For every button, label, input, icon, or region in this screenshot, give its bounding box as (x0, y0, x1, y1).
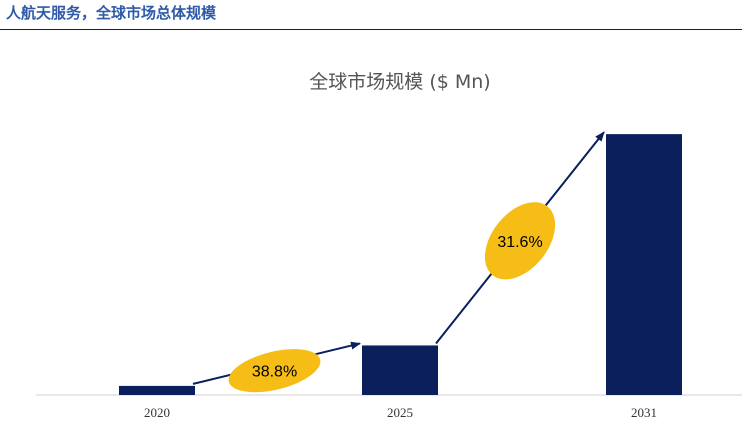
x-tick-label-2020: 2020 (144, 405, 170, 420)
growth-bubble-2025-2031: 31.6% (484, 202, 556, 280)
growth-rate-label: 38.8% (252, 364, 297, 381)
header-divider (0, 29, 742, 30)
bar-2020 (119, 385, 195, 395)
bars-layer (119, 134, 682, 395)
chart-title: 全球市场规模 ($ Mn) (309, 71, 490, 93)
x-tick-label-2025: 2025 (387, 405, 413, 420)
page-title: 人航天服务，全球市场总体规模 (6, 4, 217, 22)
arrows-layer: 38.8% 31.6% (192, 131, 605, 393)
growth-ellipse (228, 349, 321, 393)
growth-ellipse (484, 202, 556, 280)
bar-2031 (606, 134, 682, 395)
growth-rate-label: 31.6% (497, 234, 542, 251)
growth-bubble-2020-2025: 38.8% (228, 349, 321, 393)
labels-layer: 2020 2025 2031 (144, 405, 657, 420)
bar-2025 (362, 345, 438, 395)
x-tick-label-2031: 2031 (631, 405, 657, 420)
